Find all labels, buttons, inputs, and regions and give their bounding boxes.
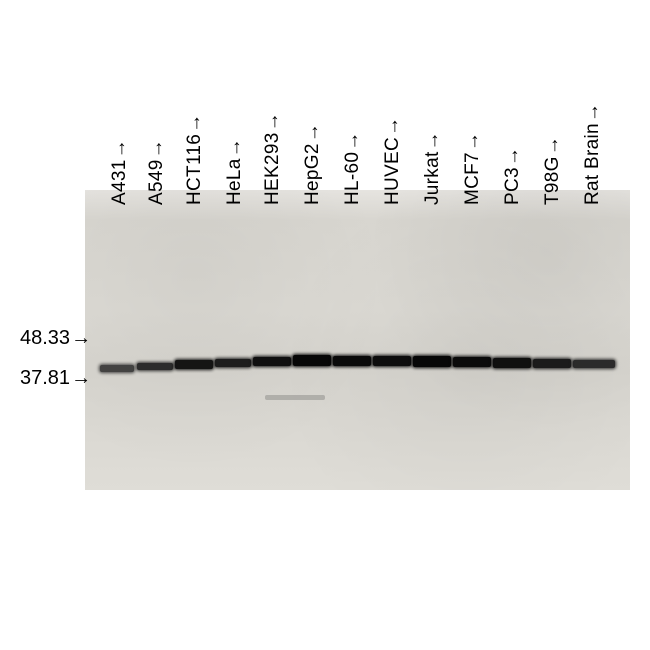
- protein-band: [413, 356, 451, 367]
- faint-band: [265, 395, 325, 400]
- protein-band: [333, 356, 371, 366]
- arrow-down-icon: →: [462, 132, 484, 151]
- western-blot-figure: A431→A549→HCT116→HeLa→HEK293→HepG2→HL-60…: [20, 75, 630, 575]
- arrow-down-icon: →: [422, 131, 444, 150]
- protein-band: [453, 357, 491, 367]
- mw-marker-label: 48.33→: [20, 327, 91, 350]
- arrow-down-icon: →: [109, 139, 131, 158]
- mw-marker-label: 37.81→: [20, 367, 91, 390]
- protein-bands-container: [85, 190, 630, 490]
- arrow-down-icon: →: [224, 138, 246, 157]
- arrow-down-icon: →: [262, 112, 284, 131]
- arrow-down-icon: →: [582, 103, 604, 122]
- arrow-down-icon: →: [342, 131, 364, 150]
- protein-band: [573, 360, 615, 368]
- arrow-down-icon: →: [382, 117, 404, 136]
- mw-value-text: 48.33: [20, 327, 70, 349]
- protein-band: [533, 359, 571, 368]
- protein-band: [100, 365, 134, 372]
- protein-band: [253, 357, 291, 366]
- arrow-down-icon: →: [502, 147, 524, 166]
- protein-band: [493, 358, 531, 368]
- protein-band: [373, 356, 411, 366]
- arrow-down-icon: →: [542, 136, 564, 155]
- protein-band: [137, 363, 173, 370]
- protein-band: [293, 355, 331, 366]
- arrow-down-icon: →: [146, 139, 168, 158]
- protein-band: [215, 359, 251, 367]
- mw-value-text: 37.81: [20, 367, 70, 389]
- arrow-down-icon: →: [184, 114, 206, 133]
- arrow-down-icon: →: [302, 123, 324, 142]
- protein-band: [175, 360, 213, 369]
